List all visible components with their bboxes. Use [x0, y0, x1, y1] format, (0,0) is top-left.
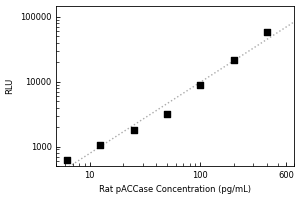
Point: [131, 128, 136, 132]
Point: [231, 58, 236, 61]
X-axis label: Rat pACCase Concentration (pg/mL): Rat pACCase Concentration (pg/mL): [99, 185, 251, 194]
Point: [165, 112, 170, 115]
Point: [98, 144, 103, 147]
Point: [265, 31, 269, 34]
Point: [65, 158, 70, 162]
Y-axis label: RLU: RLU: [6, 78, 15, 94]
Point: [198, 83, 203, 86]
